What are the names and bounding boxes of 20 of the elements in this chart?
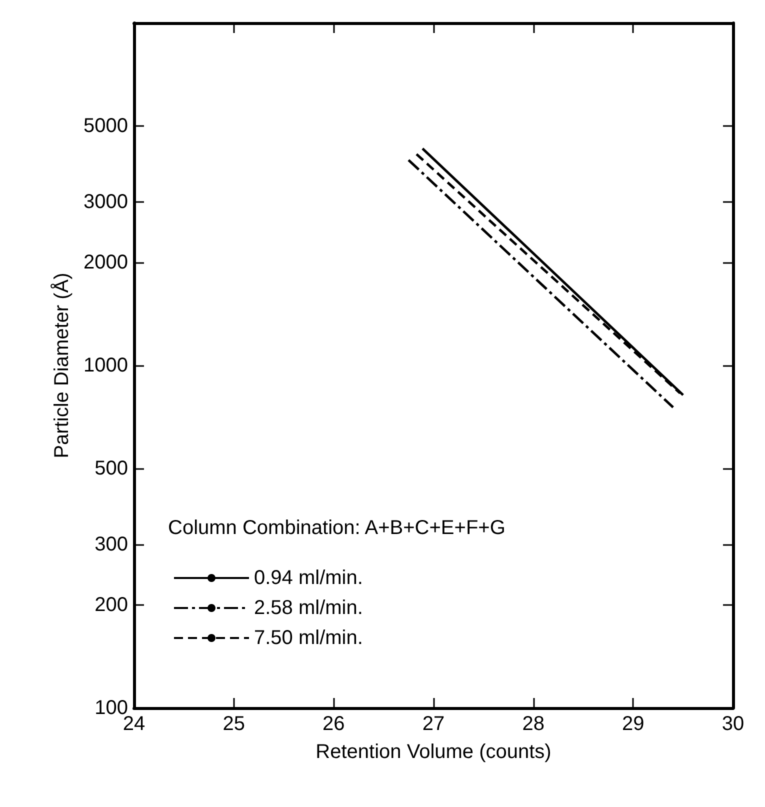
y-tick-label: 500 bbox=[94, 458, 128, 480]
y-tick-label: 200 bbox=[94, 594, 128, 616]
x-tick-label: 24 bbox=[122, 713, 146, 735]
legend-label: 7.50 ml/min. bbox=[254, 627, 363, 649]
y-axis-title: Particle Diameter (Å) bbox=[50, 272, 73, 458]
x-tick-label: 25 bbox=[222, 713, 245, 735]
legend-label: 0.94 ml/min. bbox=[254, 567, 363, 589]
x-tick-label: 27 bbox=[422, 713, 445, 735]
legend-label: 2.58 ml/min. bbox=[254, 597, 363, 619]
x-tick-label: 29 bbox=[622, 713, 644, 735]
x-tick-label: 26 bbox=[322, 713, 345, 735]
y-tick-label: 1000 bbox=[84, 354, 128, 376]
y-tick-label: 3000 bbox=[84, 191, 128, 214]
x-tick-label: 30 bbox=[722, 713, 744, 735]
y-tick-label: 300 bbox=[94, 534, 128, 556]
x-tick-label: 28 bbox=[522, 713, 544, 735]
x-axis-title: Retention Volume (counts) bbox=[316, 741, 552, 763]
y-tick-label: 5000 bbox=[84, 115, 128, 138]
legend-title: Column Combination: A+B+C+E+F+G bbox=[168, 517, 506, 539]
y-tick-label: 2000 bbox=[84, 251, 128, 274]
